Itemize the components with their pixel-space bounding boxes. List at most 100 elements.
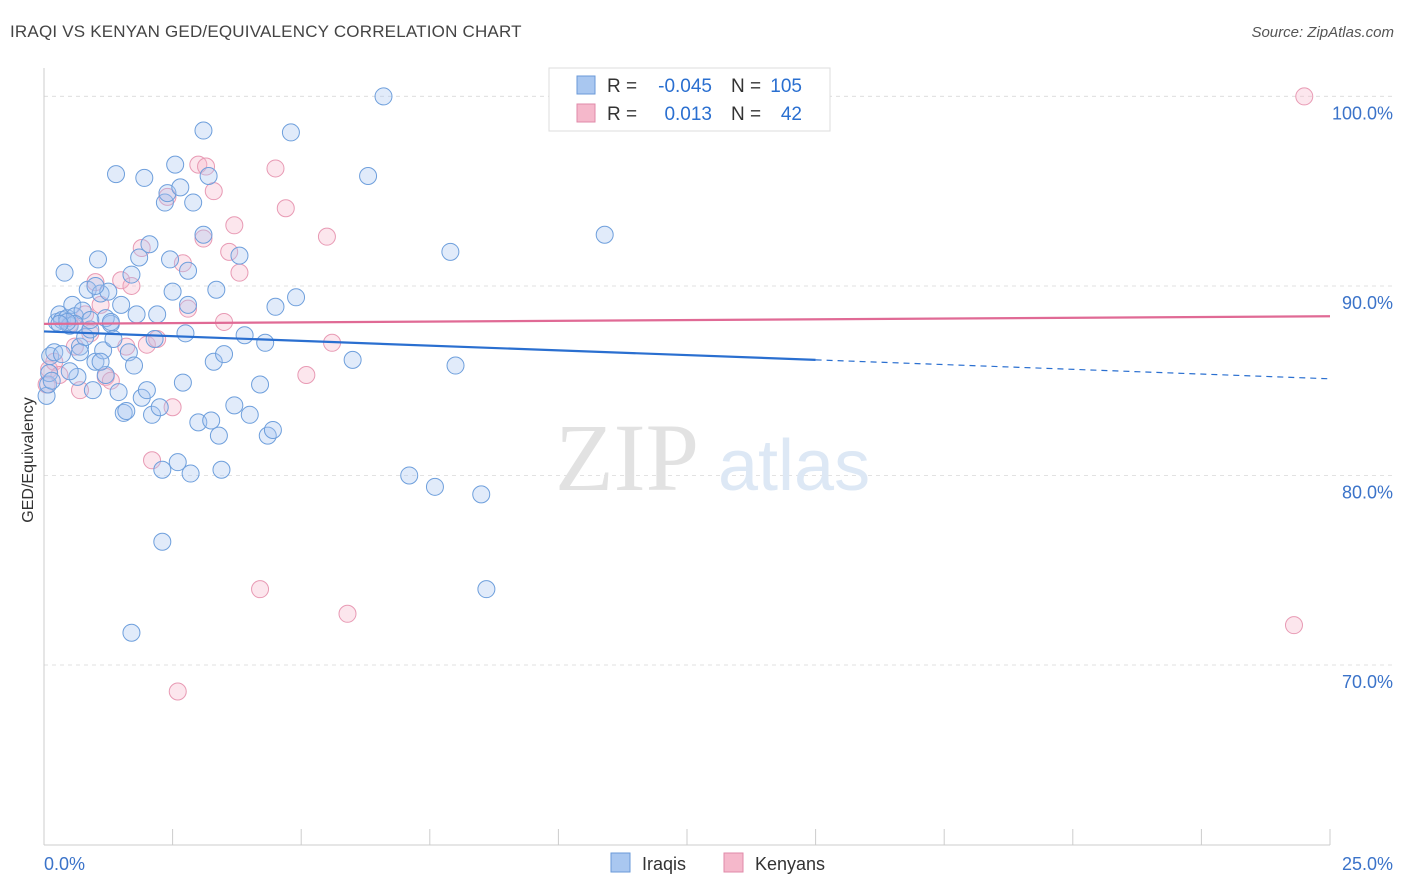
iraqis-point [53,345,72,364]
x-tick-label: 25.0% [1342,854,1393,874]
grid-lines [44,95,1395,666]
iraqis-point [263,420,282,439]
iraqis-point [359,167,378,186]
trend-lines [43,315,1331,380]
y-tick-labels: 70.0% 80.0% 90.0% 100.0% [1332,103,1393,692]
iraqis-point [441,242,460,261]
source-label: Source: ZipAtlas.com [1251,24,1394,41]
iraqis-point [194,225,213,244]
kenyans-point [276,199,295,218]
y-axis-label: GED/Equivalency [20,397,37,522]
iraqis-point [150,398,169,417]
iraqis-point [176,324,195,343]
iraqis-point [204,352,223,371]
iraqis-point [112,295,131,314]
kenyans-trend-line [43,315,1331,325]
iraqis-point [63,295,82,314]
iraqis-point [127,305,146,324]
iraqis-point [42,371,61,390]
iraqis-point [181,464,200,483]
kenyans-point [338,604,357,623]
legend-n-label-iraqis: N = [731,76,761,97]
series-legend-swatch-kenyans [723,852,744,873]
iraqis-point [207,280,226,299]
y-tick-label: 80.0% [1342,482,1393,502]
series-legend-swatch-iraqis [610,852,631,873]
iraqis-point [101,312,120,331]
chart-title: IRAQI VS KENYAN GED/EQUIVALENCY CORRELAT… [10,22,522,41]
iraqis-point [81,311,100,330]
iraqis-point [166,155,185,174]
iraqis-point [96,366,115,385]
iraqis-point [94,341,113,360]
iraqis-point [173,373,192,392]
iraqis-point [374,87,393,106]
iraqis-point [89,250,108,269]
iraqis-trend-line [43,330,816,361]
iraqis-point [58,312,77,331]
iraqis-point [73,301,92,320]
y-tick-label: 100.0% [1332,103,1393,123]
kenyans-point [168,682,187,701]
stats-legend-box [548,67,831,132]
iraqis-point [60,362,79,381]
kenyans-point [189,155,208,174]
kenyans-point [71,381,90,400]
iraqis-point [235,326,254,345]
legend-r-label-kenyans: R = [607,104,637,125]
y-tick-label: 70.0% [1342,672,1393,692]
iraqis-point [209,426,228,445]
legend-r-value-kenyans: 0.013 [664,104,712,125]
iraqis-point [161,250,180,269]
iraqis-point [135,168,154,187]
kenyans-point [266,159,285,178]
iraqis-point [119,343,138,362]
iraqis-point [171,178,190,197]
iraqis-point [45,343,64,362]
iraqis-point [107,165,126,184]
iraqis-point [595,225,614,244]
series-legend-label-kenyans: Kenyans [755,854,825,874]
iraqis-point [256,333,275,352]
iraqis-point [446,356,465,375]
legend-r-value-iraqis: -0.045 [658,76,712,97]
y-tick-label: 90.0% [1342,293,1393,313]
iraqis-point [240,405,259,424]
iraqis-point [125,356,144,375]
iraqis-points [37,87,614,642]
axes [43,68,1331,846]
iraqis-point [194,121,213,140]
iraqis-point [109,383,128,402]
legend-n-value-iraqis: 105 [770,76,802,97]
kenyans-point [225,216,244,235]
iraqis-point [145,330,164,349]
legend-n-label-kenyans: N = [731,104,761,125]
kenyans-point [112,271,131,290]
iraqis-point [83,381,102,400]
kenyans-point [143,451,162,470]
iraqis-point [425,477,444,496]
legend-n-value-kenyans: 42 [781,104,802,125]
iraqis-point [153,532,172,551]
legend-swatch-iraqis [576,75,596,95]
iraqis-point [71,343,90,362]
kenyans-point [1284,616,1303,635]
kenyans-point [163,398,182,417]
iraqis-point [343,350,362,369]
iraqis-point [225,396,244,415]
x-tick-label: 0.0% [44,854,85,874]
iraqis-point [117,402,136,421]
kenyans-point [297,366,316,385]
kenyans-point [1295,87,1314,106]
iraqis-point [251,375,270,394]
iraqis-point [148,305,167,324]
stats-legend: R = -0.045 N = 105 R = 0.013 N = 42 [548,67,831,132]
iraqis-point [472,485,491,504]
legend-swatch-kenyans [576,103,596,123]
kenyans-point [204,182,223,201]
kenyans-point [230,263,249,282]
iraqis-point [215,345,234,364]
iraqis-point [184,193,203,212]
iraqis-point [179,261,198,280]
